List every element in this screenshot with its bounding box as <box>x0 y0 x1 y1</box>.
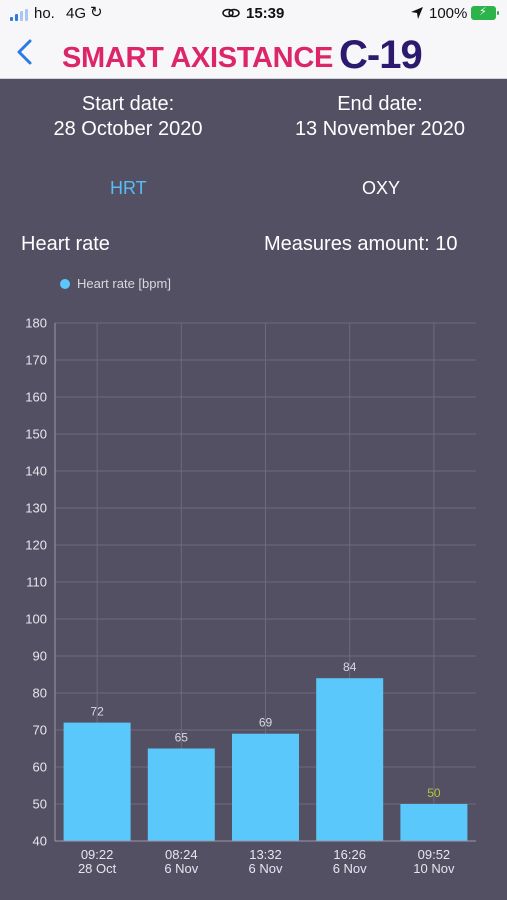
logo-suffix: C-19 <box>339 33 423 77</box>
app-logo: SMART AXISTANCE C-19 <box>62 33 423 77</box>
y-tick-label: 90 <box>33 649 47 664</box>
link-icon <box>222 8 240 18</box>
bar <box>400 804 468 841</box>
y-tick-label: 100 <box>25 612 47 627</box>
bar-value-label: 72 <box>90 705 104 719</box>
bar-value-label: 69 <box>259 716 273 730</box>
network-type: 4G <box>66 5 87 22</box>
start-date-value: 28 October 2020 <box>53 118 203 140</box>
legend-dot-icon <box>60 278 70 289</box>
signal-icon <box>10 9 30 21</box>
back-button[interactable] <box>10 37 40 67</box>
bar-value-label: 84 <box>343 660 357 674</box>
heart-rate-chart: 40 50 60 70 80 90 100 110 120 130 140 150 160 170 180 7… <box>25 316 476 876</box>
chart-title: Heart rate <box>21 233 110 255</box>
location-arrow-icon <box>411 7 423 19</box>
app-header: SMART AXISTANCE C-19 <box>0 27 507 79</box>
status-time: 15:39 <box>246 5 285 22</box>
y-tick-label: 160 <box>25 390 47 405</box>
y-tick-label: 140 <box>25 464 47 479</box>
y-tick-label: 170 <box>25 353 47 368</box>
bar-value-label: 50 <box>427 786 441 800</box>
logo-text: SMART AXISTANCE <box>62 42 334 74</box>
y-tick-label: 70 <box>33 723 47 738</box>
start-date: Start date: 28 October 2020 <box>28 92 228 142</box>
battery-percent: 100% <box>429 5 468 22</box>
status-bar: ho. 4G ↻ 15:39 100% ⚡ <box>0 0 507 27</box>
bar-value-label: 65 <box>175 731 189 745</box>
bar <box>316 678 384 841</box>
end-date-value: 13 November 2020 <box>294 118 466 140</box>
sync-icon: ↻ <box>90 4 103 21</box>
bar <box>147 748 215 841</box>
bar <box>232 733 299 841</box>
x-tick-label: 10 Nov <box>413 861 455 876</box>
x-tick-label: 6 Nov <box>333 861 367 876</box>
y-tick-label: 60 <box>33 760 47 775</box>
y-tick-label: 120 <box>25 538 47 553</box>
chart-legend: Heart rate [bpm] <box>60 276 171 291</box>
y-tick-label: 180 <box>25 316 47 331</box>
x-tick-label: 6 Nov <box>164 861 198 876</box>
legend-label: Heart rate [bpm] <box>77 276 171 291</box>
tab-oxy[interactable]: OXY <box>362 178 401 198</box>
x-tick-label: 09:22 <box>81 847 114 862</box>
tab-hrt[interactable]: HRT <box>110 178 147 198</box>
y-tick-label: 40 <box>33 834 47 849</box>
y-tick-label: 50 <box>33 797 47 812</box>
y-tick-label: 150 <box>25 427 47 442</box>
bar <box>63 722 131 841</box>
y-tick-label: 80 <box>33 686 47 701</box>
x-tick-label: 6 Nov <box>249 861 283 876</box>
battery-icon: ⚡ <box>471 6 499 20</box>
end-date: End date: 13 November 2020 <box>280 92 480 142</box>
x-tick-label: 28 Oct <box>78 861 117 876</box>
x-tick-label: 16:26 <box>333 847 366 862</box>
y-tick-label: 110 <box>26 575 47 590</box>
measures-amount: Measures amount: 10 <box>264 233 458 255</box>
end-date-label: End date: <box>337 93 423 115</box>
x-tick-label: 13:32 <box>249 847 282 862</box>
chevron-left-icon <box>17 39 32 65</box>
x-tick-label: 09:52 <box>418 847 451 862</box>
y-tick-label: 130 <box>25 501 47 516</box>
start-date-label: Start date: <box>81 93 175 115</box>
carrier-name: ho. <box>34 5 55 22</box>
x-tick-label: 08:24 <box>165 847 198 862</box>
